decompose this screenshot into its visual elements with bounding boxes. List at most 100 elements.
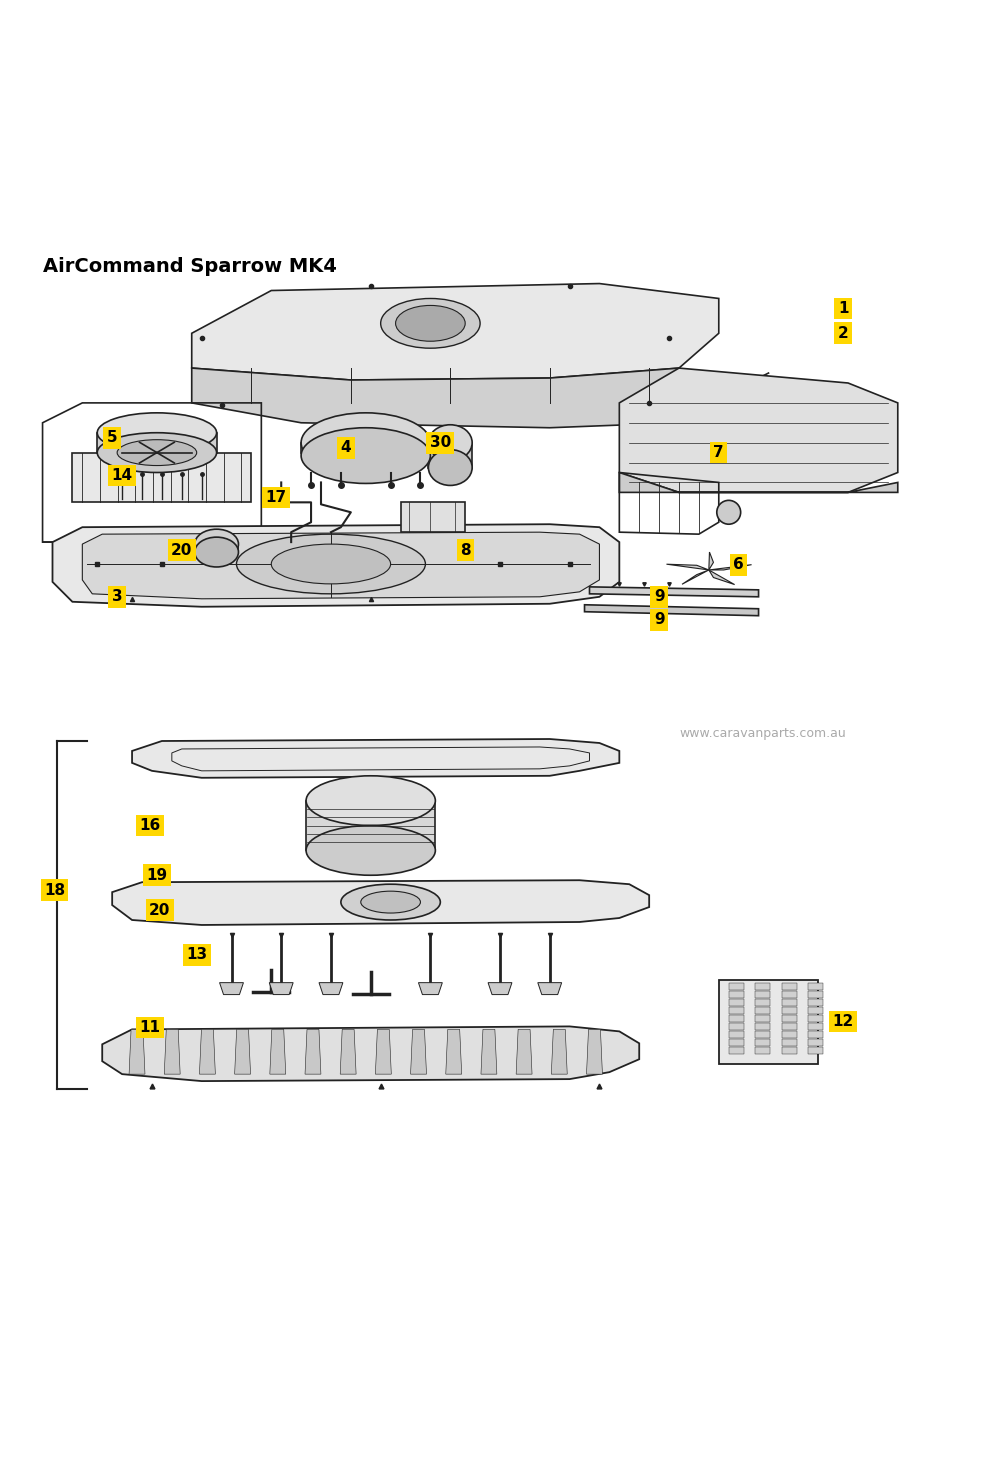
Polygon shape [808,1048,823,1054]
Ellipse shape [381,298,480,348]
Ellipse shape [361,891,420,913]
Polygon shape [301,443,430,452]
Polygon shape [428,443,472,467]
Polygon shape [619,473,898,492]
Polygon shape [235,1030,251,1074]
Ellipse shape [97,433,217,473]
Polygon shape [97,433,217,452]
Text: 11: 11 [139,1020,160,1034]
Ellipse shape [396,305,465,341]
Polygon shape [375,1030,391,1074]
Polygon shape [782,1031,797,1037]
Polygon shape [129,1030,145,1074]
Ellipse shape [428,449,472,486]
Text: 4: 4 [341,440,351,455]
Ellipse shape [97,413,217,452]
Polygon shape [619,368,898,492]
Polygon shape [729,983,744,990]
Ellipse shape [717,501,741,525]
Polygon shape [782,1048,797,1054]
Polygon shape [585,605,759,615]
Polygon shape [808,999,823,1006]
Polygon shape [808,1023,823,1030]
Text: 9: 9 [654,612,664,627]
Ellipse shape [306,775,435,825]
Polygon shape [82,532,599,599]
Polygon shape [729,1048,744,1054]
Ellipse shape [428,425,472,461]
Text: 5: 5 [107,430,117,445]
Polygon shape [709,571,735,584]
Text: www.caravanparts.com.au: www.caravanparts.com.au [679,726,846,740]
Polygon shape [808,991,823,997]
Text: 17: 17 [266,491,287,505]
Polygon shape [782,1039,797,1046]
Text: 3: 3 [112,590,122,605]
Text: AirCommand Sparrow MK4: AirCommand Sparrow MK4 [43,258,336,276]
Ellipse shape [341,885,440,920]
Polygon shape [446,1030,462,1074]
Polygon shape [729,1031,744,1037]
Polygon shape [729,1039,744,1046]
Polygon shape [782,1023,797,1030]
Polygon shape [270,1030,286,1074]
Ellipse shape [271,544,391,584]
Polygon shape [808,983,823,990]
Ellipse shape [236,534,425,594]
Polygon shape [782,991,797,997]
Polygon shape [782,983,797,990]
Polygon shape [587,1030,602,1074]
Ellipse shape [195,536,238,568]
Ellipse shape [195,529,238,559]
Polygon shape [305,1030,321,1074]
Text: 20: 20 [149,903,171,917]
Text: 13: 13 [186,947,207,962]
Polygon shape [306,800,435,851]
Text: 1: 1 [838,301,848,316]
Polygon shape [195,544,238,553]
Polygon shape [411,1030,426,1074]
Polygon shape [220,983,243,994]
Polygon shape [719,980,818,1064]
Polygon shape [755,999,770,1006]
Ellipse shape [301,413,430,473]
Polygon shape [729,1023,744,1030]
Polygon shape [199,1030,215,1074]
Polygon shape [808,1039,823,1046]
Polygon shape [164,1030,180,1074]
Polygon shape [112,880,649,925]
Polygon shape [729,999,744,1006]
Polygon shape [709,553,713,571]
Polygon shape [755,1031,770,1037]
Polygon shape [755,1039,770,1046]
Polygon shape [755,1015,770,1023]
Ellipse shape [306,825,435,876]
Polygon shape [102,1027,639,1080]
Polygon shape [269,983,293,994]
Polygon shape [755,983,770,990]
Polygon shape [192,283,719,379]
Text: 7: 7 [713,445,724,459]
Ellipse shape [301,428,430,483]
Text: 20: 20 [171,542,192,557]
Polygon shape [755,991,770,997]
Text: 16: 16 [139,818,161,833]
Polygon shape [729,1006,744,1014]
Polygon shape [590,587,759,597]
Polygon shape [666,565,709,571]
Polygon shape [808,1031,823,1037]
Text: 14: 14 [112,468,133,483]
Polygon shape [755,1023,770,1030]
Text: 19: 19 [146,868,167,883]
Text: 9: 9 [654,590,664,605]
Polygon shape [72,452,251,502]
Polygon shape [808,1006,823,1014]
Polygon shape [538,983,562,994]
Text: 12: 12 [832,1014,854,1029]
Polygon shape [488,983,512,994]
Ellipse shape [117,440,197,465]
Polygon shape [192,368,719,428]
Polygon shape [782,1006,797,1014]
Polygon shape [729,991,744,997]
Polygon shape [755,1006,770,1014]
